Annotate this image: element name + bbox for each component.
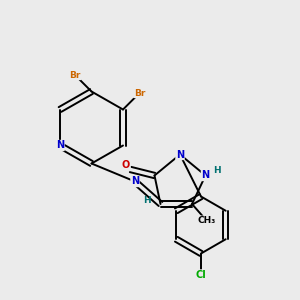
Text: O: O xyxy=(122,160,130,170)
Text: H: H xyxy=(143,196,151,205)
Text: N: N xyxy=(56,140,64,151)
Text: Cl: Cl xyxy=(196,270,206,280)
Text: N: N xyxy=(176,149,184,160)
Text: Br: Br xyxy=(134,88,145,98)
Text: Br: Br xyxy=(69,70,81,80)
Text: N: N xyxy=(201,170,210,181)
Text: H: H xyxy=(213,166,221,175)
Text: N: N xyxy=(131,176,139,187)
Text: CH₃: CH₃ xyxy=(198,216,216,225)
